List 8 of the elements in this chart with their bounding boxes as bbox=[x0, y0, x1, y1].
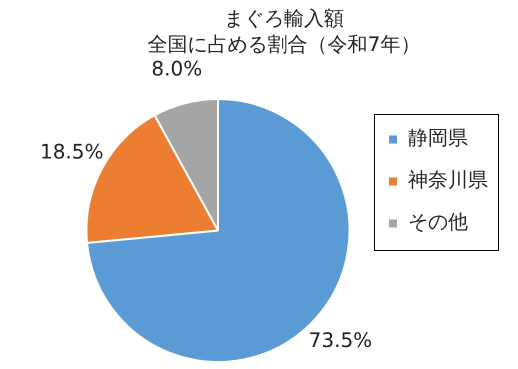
data-label: 73.5% bbox=[308, 328, 372, 352]
data-label: 18.5% bbox=[40, 139, 104, 164]
chart-subtitle: 全国に占める割合（令和7年） bbox=[148, 32, 420, 56]
chart-title: まぐろ輸入額 bbox=[224, 6, 344, 30]
legend-label: 神奈川県 bbox=[408, 168, 488, 192]
legend-label: その他 bbox=[408, 210, 468, 234]
data-label: 8.0% bbox=[151, 56, 202, 80]
legend-label: 静岡県 bbox=[408, 126, 468, 150]
